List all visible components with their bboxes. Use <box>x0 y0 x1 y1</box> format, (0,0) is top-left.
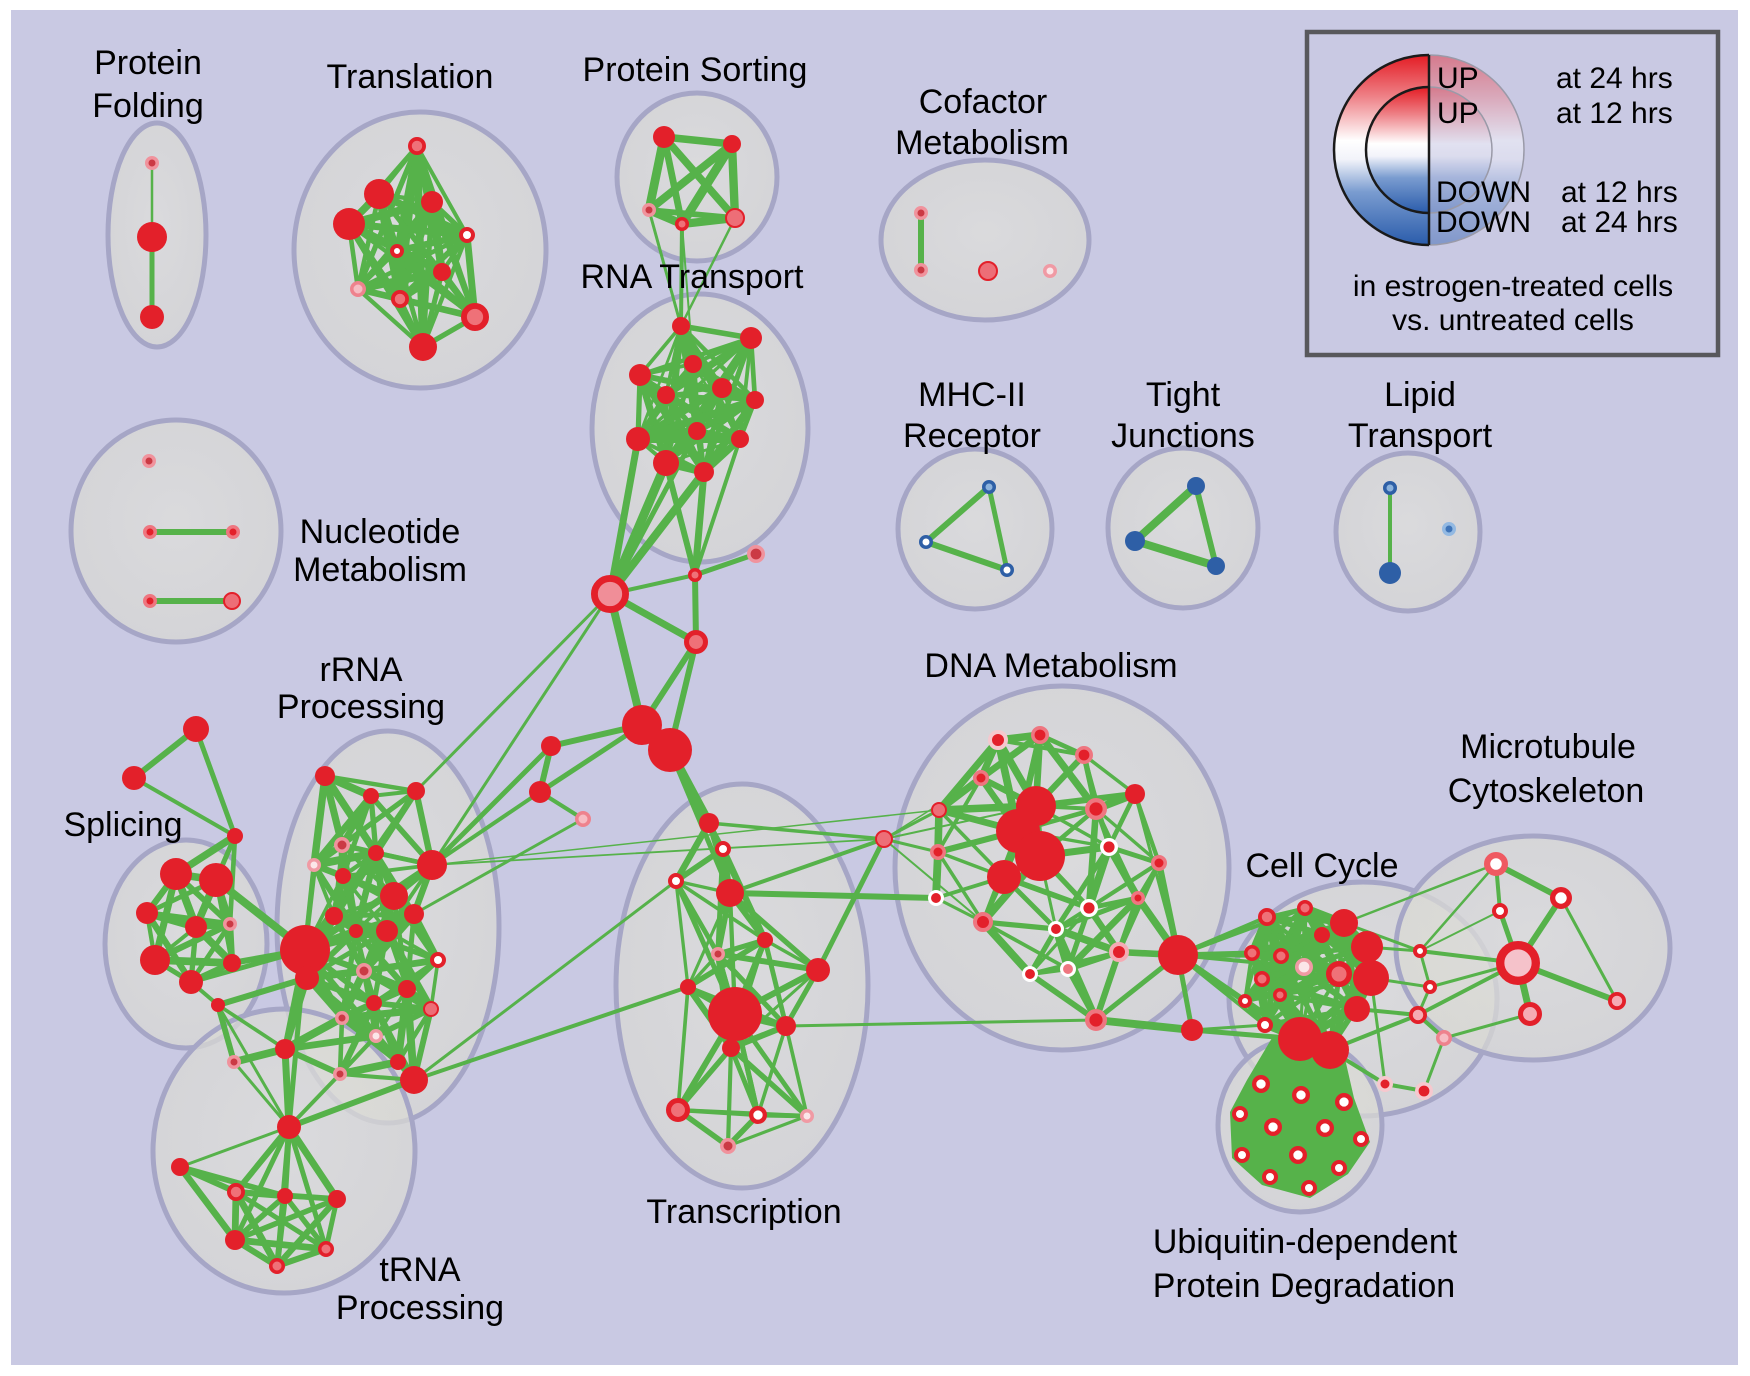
svg-text:Receptor: Receptor <box>903 417 1041 455</box>
svg-text:DOWN: DOWN <box>1436 176 1531 209</box>
svg-text:DNA Metabolism: DNA Metabolism <box>924 647 1177 685</box>
svg-text:Protein Degradation: Protein Degradation <box>1153 1267 1455 1305</box>
svg-text:UP: UP <box>1437 62 1479 95</box>
svg-text:vs. untreated cells: vs. untreated cells <box>1392 304 1634 337</box>
svg-text:Metabolism: Metabolism <box>895 124 1069 162</box>
svg-text:DOWN: DOWN <box>1436 206 1531 239</box>
svg-text:Processing: Processing <box>277 688 445 726</box>
svg-text:Folding: Folding <box>92 87 204 125</box>
svg-text:RNA Transport: RNA Transport <box>581 258 805 296</box>
svg-text:Nucleotide: Nucleotide <box>300 513 461 551</box>
svg-text:Cell Cycle: Cell Cycle <box>1245 847 1398 885</box>
svg-text:Translation: Translation <box>327 58 494 96</box>
svg-text:rRNA: rRNA <box>319 651 402 689</box>
svg-text:tRNA: tRNA <box>379 1251 461 1289</box>
svg-text:Splicing: Splicing <box>63 806 182 844</box>
svg-text:Protein: Protein <box>94 44 202 82</box>
svg-text:Transport: Transport <box>1348 417 1493 455</box>
svg-text:Processing: Processing <box>336 1289 504 1327</box>
svg-text:Cytoskeleton: Cytoskeleton <box>1448 772 1645 810</box>
svg-text:Cofactor: Cofactor <box>919 83 1048 121</box>
svg-text:Metabolism: Metabolism <box>293 551 467 589</box>
svg-text:Lipid: Lipid <box>1384 376 1456 414</box>
svg-text:at 12 hrs: at 12 hrs <box>1561 176 1678 209</box>
svg-text:Ubiquitin-dependent: Ubiquitin-dependent <box>1153 1223 1458 1261</box>
svg-text:MHC-II: MHC-II <box>918 376 1026 414</box>
svg-text:Protein Sorting: Protein Sorting <box>583 51 808 89</box>
svg-text:UP: UP <box>1437 97 1479 130</box>
svg-text:Transcription: Transcription <box>646 1193 841 1231</box>
svg-text:Junctions: Junctions <box>1111 417 1255 455</box>
svg-text:at 24 hrs: at 24 hrs <box>1556 62 1673 95</box>
svg-text:in estrogen-treated cells: in estrogen-treated cells <box>1353 270 1673 303</box>
svg-text:Tight: Tight <box>1146 376 1221 414</box>
svg-text:Microtubule: Microtubule <box>1460 728 1636 766</box>
svg-text:at 12 hrs: at 12 hrs <box>1556 97 1673 130</box>
svg-text:at 24 hrs: at 24 hrs <box>1561 206 1678 239</box>
